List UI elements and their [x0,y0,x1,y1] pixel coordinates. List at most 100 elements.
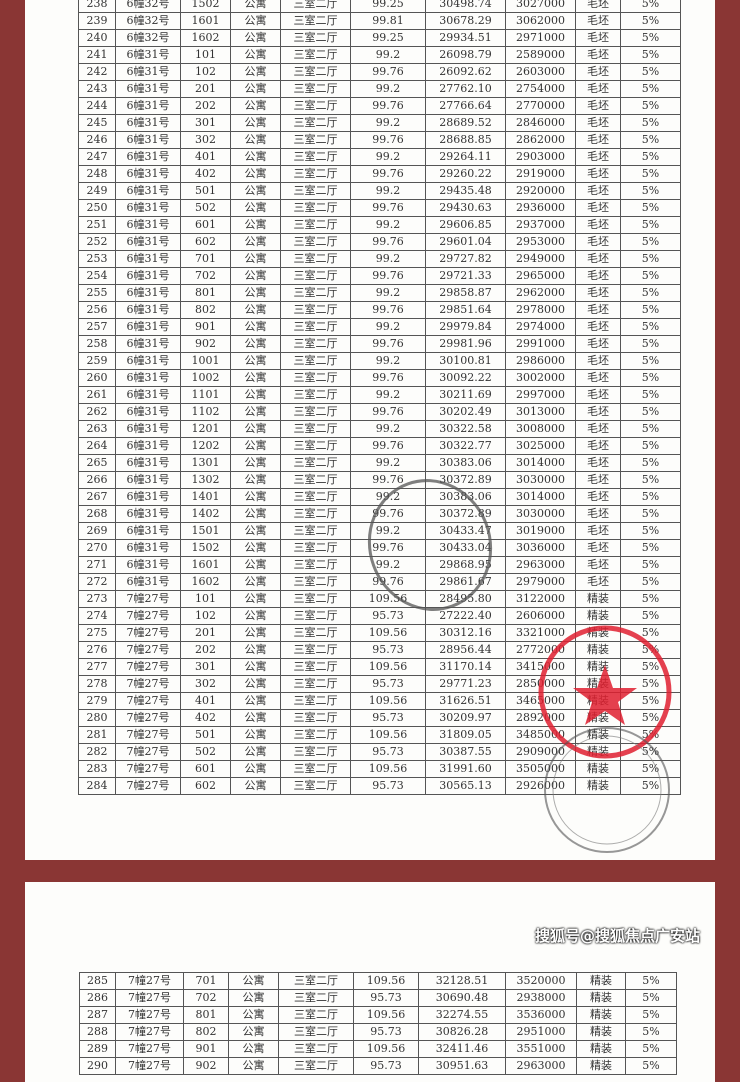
cell-area: 109.56 [350,760,426,778]
table-row: 288 7幢27号 802 公寓 三室二厅 95.73 30826.28 2951000 精装 5… [79,1023,677,1041]
cell-area: 109.56 [353,972,419,990]
table-row: 245 6幢31号 301 公寓 三室二厅 99.2 28689.52 2846000 毛坯 5% [78,114,681,132]
cell-property-type: 公寓 [230,318,281,336]
cell-decoration: 毛坯 [575,12,621,30]
cell-decoration: 精装 [576,1023,626,1041]
cell-total-price: 3030000 [505,471,576,489]
cell-decoration: 毛坯 [575,556,621,574]
cell-layout: 三室二厅 [278,1006,354,1024]
cell-area: 95.73 [350,641,426,659]
cell-decoration: 毛坯 [575,573,621,591]
cell-decoration: 毛坯 [575,471,621,489]
cell-unit-price: 28688.85 [425,131,506,149]
cell-building: 6幢31号 [115,63,181,81]
cell-area: 99.76 [350,267,426,285]
cell-unit: 402 [180,709,231,727]
table-row: 261 6幢31号 1101 公寓 三室二厅 99.2 30211.69 2997000 毛坯 5… [78,386,681,404]
cell-property-type: 公寓 [230,216,281,234]
cell-percent: 5% [620,301,681,319]
table-row: 273 7幢27号 101 公寓 三室二厅 109.56 28495.80 3122000 精装… [78,590,681,608]
cell-building: 6幢31号 [115,182,181,200]
cell-property-type: 公寓 [230,63,281,81]
cell-unit-price: 29858.87 [425,284,506,302]
table-row: 281 7幢27号 501 公寓 三室二厅 109.56 31809.05 3485000 精装… [78,726,681,744]
cell-unit: 202 [180,97,231,115]
cell-building: 7幢27号 [115,760,181,778]
cell-building: 7幢27号 [115,743,181,761]
cell-row-number: 282 [78,743,116,761]
cell-unit-price: 29979.84 [425,318,506,336]
cell-area: 99.76 [350,437,426,455]
cell-decoration: 毛坯 [575,301,621,319]
table-row: 267 6幢31号 1401 公寓 三室二厅 99.2 30383.06 3014000 毛坯 5… [78,488,681,506]
cell-unit: 102 [180,63,231,81]
cell-area: 95.73 [350,709,426,727]
cell-layout: 三室二厅 [278,1040,354,1058]
cell-percent: 5% [620,0,681,13]
cell-unit: 1202 [180,437,231,455]
table-row: 263 6幢31号 1201 公寓 三室二厅 99.2 30322.58 3008000 毛坯 5… [78,420,681,438]
cell-decoration: 精装 [575,777,621,795]
cell-percent: 5% [625,972,677,990]
cell-percent: 5% [620,318,681,336]
cell-building: 6幢31号 [115,386,181,404]
cell-property-type: 公寓 [230,403,281,421]
cell-decoration: 精装 [575,641,621,659]
cell-property-type: 公寓 [230,131,281,149]
cell-layout: 三室二厅 [280,0,351,13]
cell-row-number: 260 [78,369,116,387]
cell-decoration: 毛坯 [575,454,621,472]
cell-total-price: 2862000 [505,131,576,149]
cell-unit: 1502 [180,539,231,557]
table-row: 250 6幢31号 502 公寓 三室二厅 99.76 29430.63 2936000 毛坯 5… [78,199,681,217]
cell-total-price: 2971000 [505,29,576,47]
cell-percent: 5% [620,29,681,47]
cell-row-number: 271 [78,556,116,574]
cell-unit: 301 [180,114,231,132]
cell-property-type: 公寓 [230,250,281,268]
cell-building: 6幢31号 [115,165,181,183]
cell-property-type: 公寓 [230,607,281,625]
cell-row-number: 284 [78,777,116,795]
cell-row-number: 288 [79,1023,116,1041]
cell-percent: 5% [620,624,681,642]
cell-unit-price: 29601.04 [425,233,506,251]
table-row: 248 6幢31号 402 公寓 三室二厅 99.76 29260.22 2919000 毛坯 5… [78,165,681,183]
cell-property-type: 公寓 [230,522,281,540]
cell-unit-price: 31991.60 [425,760,506,778]
cell-property-type: 公寓 [230,624,281,642]
cell-row-number: 285 [79,972,116,990]
cell-layout: 三室二厅 [278,1023,354,1041]
cell-total-price: 2603000 [505,63,576,81]
cell-total-price: 3520000 [505,972,577,990]
table-row: 255 6幢31号 801 公寓 三室二厅 99.2 29858.87 2962000 毛坯 5% [78,284,681,302]
cell-unit-price: 30383.06 [425,488,506,506]
cell-layout: 三室二厅 [280,250,351,268]
cell-unit-price: 26098.79 [425,46,506,64]
cell-area: 99.2 [350,352,426,370]
cell-row-number: 290 [79,1057,116,1075]
cell-unit-price: 29981.96 [425,335,506,353]
cell-layout: 三室二厅 [280,607,351,625]
cell-decoration: 毛坯 [575,0,621,13]
cell-total-price: 3025000 [505,437,576,455]
table-row: 264 6幢31号 1202 公寓 三室二厅 99.76 30322.77 3025000 毛坯… [78,437,681,455]
cell-layout: 三室二厅 [280,675,351,693]
cell-building: 6幢31号 [115,437,181,455]
cell-area: 99.2 [350,284,426,302]
cell-area: 99.76 [350,573,426,591]
cell-unit-price: 30951.63 [418,1057,506,1075]
cell-unit: 1401 [180,488,231,506]
table-row: 251 6幢31号 601 公寓 三室二厅 99.2 29606.85 2937000 毛坯 5% [78,216,681,234]
cell-row-number: 270 [78,539,116,557]
cell-unit: 902 [180,335,231,353]
cell-percent: 5% [620,641,681,659]
cell-unit: 401 [180,692,231,710]
cell-unit: 701 [183,972,229,990]
cell-building: 7幢27号 [115,972,184,990]
cell-area: 109.56 [350,726,426,744]
cell-unit-price: 31170.14 [425,658,506,676]
cell-row-number: 251 [78,216,116,234]
table-row: 290 7幢27号 902 公寓 三室二厅 95.73 30951.63 2963000 精装 5… [79,1057,677,1075]
cell-property-type: 公寓 [230,369,281,387]
